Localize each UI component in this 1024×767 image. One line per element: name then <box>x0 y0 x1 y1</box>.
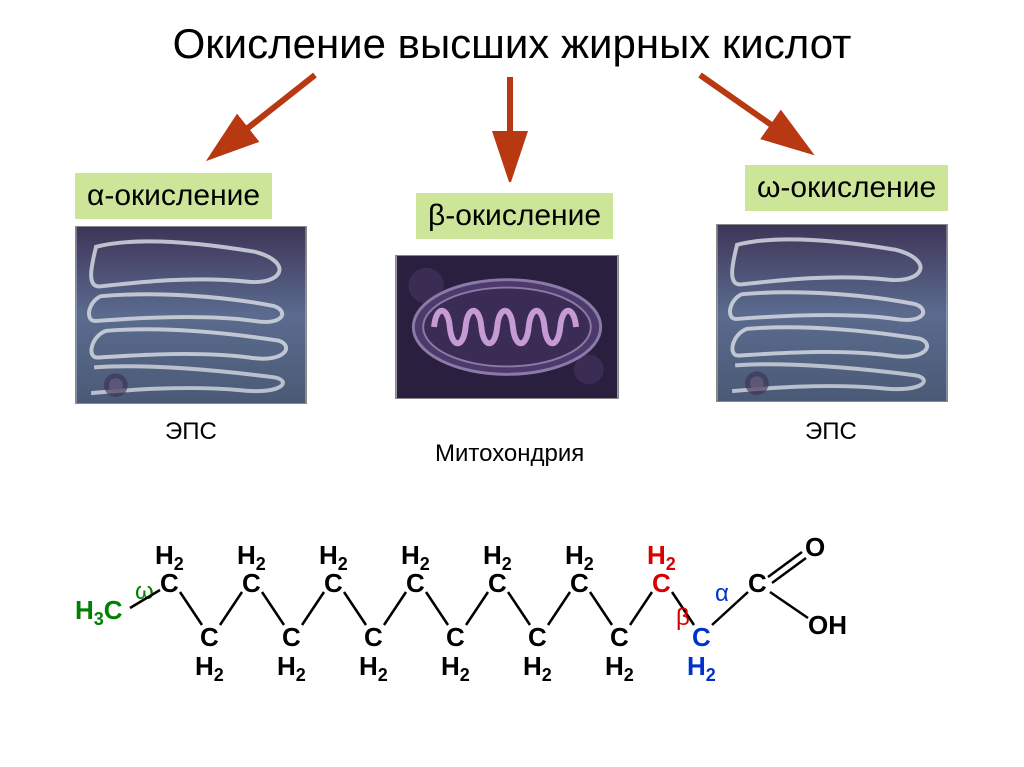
c-bot-1: C <box>200 622 219 653</box>
h2-bot-6: H2 <box>605 651 634 686</box>
arrow-omega <box>690 70 820 160</box>
omega-label: ω-окисление <box>745 165 948 211</box>
c-carboxyl: C <box>748 568 767 599</box>
arrow-beta <box>490 72 530 182</box>
ch3-group: H3C <box>75 595 123 630</box>
beta-mark: β <box>676 604 690 632</box>
eps-caption-left: ЭПС <box>165 418 217 446</box>
mitochondria-image <box>395 255 619 399</box>
c-bot-2: C <box>282 622 301 653</box>
c-top-6: C <box>570 568 589 599</box>
alpha-mark: α <box>715 580 729 608</box>
c-top-4: C <box>406 568 425 599</box>
c-top-5: C <box>488 568 507 599</box>
eps-caption-right: ЭПС <box>805 418 857 446</box>
c-bot-7-blue: C <box>692 622 711 653</box>
c-top-3: C <box>324 568 343 599</box>
h2-bot-4: H2 <box>441 651 470 686</box>
c-top-1: C <box>160 568 179 599</box>
eps-image-right <box>716 224 948 402</box>
c-bot-5: C <box>528 622 547 653</box>
oh-group: OH <box>808 610 847 641</box>
mito-caption: Митохондрия <box>435 440 584 468</box>
c-top-7-red: C <box>652 568 671 599</box>
beta-label: β-окисление <box>416 193 613 239</box>
slide-title: Окисление высших жирных кислот <box>173 20 852 68</box>
h2-bot-5: H2 <box>523 651 552 686</box>
h2-bot-7-blue: H2 <box>687 651 716 686</box>
h2-bot-3: H2 <box>359 651 388 686</box>
c-top-2: C <box>242 568 261 599</box>
c-bot-6: C <box>610 622 629 653</box>
o-double: O <box>805 532 825 563</box>
omega-mark: ω <box>135 578 154 606</box>
eps-image-left <box>75 226 307 404</box>
h2-bot-2: H2 <box>277 651 306 686</box>
c-bot-4: C <box>446 622 465 653</box>
alpha-label: α-окисление <box>75 173 272 219</box>
c-bot-3: C <box>364 622 383 653</box>
h2-bot-1: H2 <box>195 651 224 686</box>
arrow-alpha <box>200 70 320 165</box>
fatty-acid-chain: H3C ω H2 C C H2 H2 C C H2 <box>80 530 960 710</box>
